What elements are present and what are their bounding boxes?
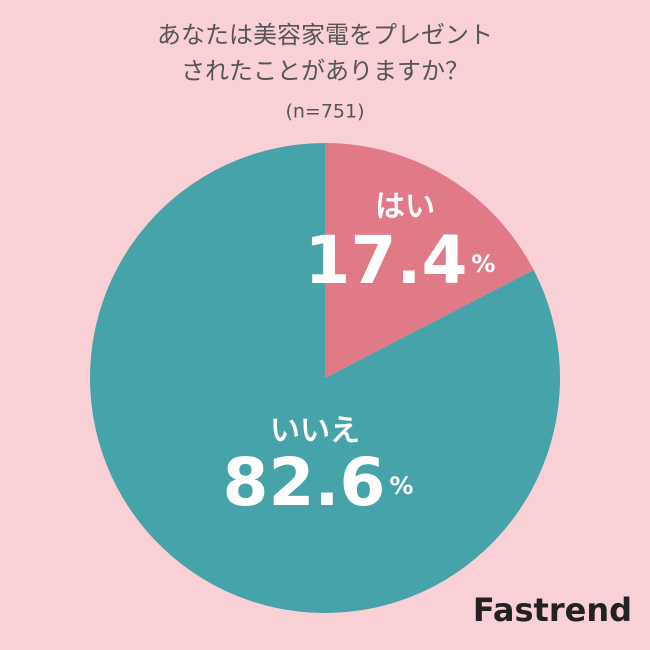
value-label: 17.4%	[305, 222, 496, 299]
slice-label: はい	[375, 190, 435, 225]
chart-title: されたことがありますか？	[181, 57, 469, 85]
value-unit: %	[389, 472, 413, 500]
value-number: 82.6	[223, 444, 386, 521]
pie-slice	[325, 143, 534, 378]
chart-title: あなたは美容家電をプレゼント	[157, 21, 493, 49]
brand: Fastrend	[473, 591, 632, 629]
slice-label: いいえ	[270, 414, 360, 449]
value-number: 17.4	[305, 222, 468, 299]
chart-subtitle: (n=751)	[285, 101, 364, 123]
value-unit: %	[471, 250, 495, 278]
value-label: 82.6%	[223, 444, 414, 521]
pie-slice	[89, 143, 560, 613]
